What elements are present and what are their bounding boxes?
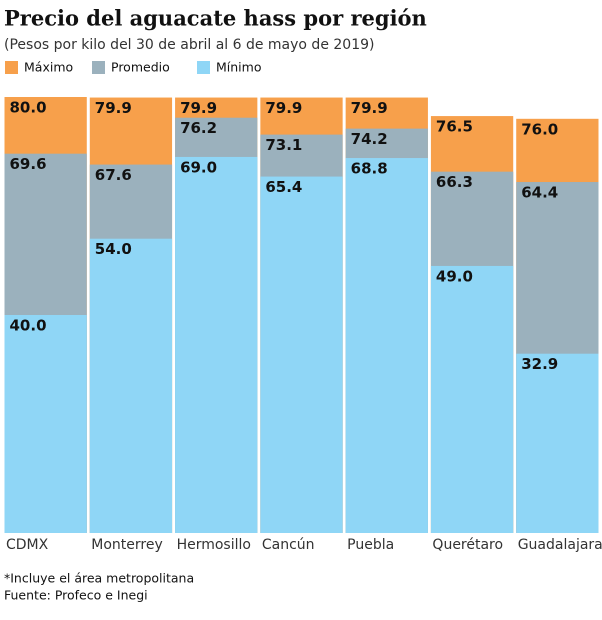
x-tick-label: Hermosillo	[177, 537, 251, 553]
value-label: 79.9	[95, 99, 132, 117]
value-label: 54.0	[95, 240, 132, 258]
bar	[516, 353, 599, 533]
x-tick-label: Monterrey	[91, 537, 162, 553]
bar	[4, 315, 87, 533]
value-label: 66.3	[436, 173, 473, 191]
bar	[345, 158, 428, 534]
bar	[175, 156, 258, 533]
value-label: 73.1	[265, 136, 302, 154]
x-tick-label: Guadalajara	[518, 537, 602, 553]
value-label: 65.4	[265, 178, 302, 196]
value-label: 69.6	[10, 155, 47, 173]
value-label: 79.9	[265, 99, 302, 117]
footnote: *Incluye el área metropolitana	[4, 571, 194, 586]
value-label: 79.9	[351, 99, 388, 117]
legend-label: Promedio	[111, 60, 170, 75]
value-label: 49.0	[436, 267, 473, 285]
legend-swatch	[92, 61, 105, 74]
value-label: 76.0	[521, 120, 558, 138]
value-label: 79.9	[180, 99, 217, 117]
bar	[89, 238, 173, 533]
value-label: 74.2	[351, 130, 388, 148]
legend-swatch	[5, 61, 18, 74]
bar	[260, 176, 343, 533]
value-label: 69.0	[180, 158, 217, 176]
x-tick-label: Puebla	[347, 537, 394, 553]
value-label: 76.2	[180, 119, 217, 137]
x-tick-label: CDMX	[6, 537, 49, 553]
value-label: 64.4	[521, 184, 558, 202]
value-label: 68.8	[351, 160, 388, 178]
source: Fuente: Profeco e Inegi	[4, 588, 148, 603]
chart-subtitle: (Pesos por kilo del 30 de abril al 6 de …	[4, 37, 374, 53]
bar	[430, 265, 514, 533]
value-label: 76.5	[436, 118, 473, 136]
value-label: 32.9	[521, 355, 558, 373]
value-label: 80.0	[10, 99, 47, 117]
value-label: 67.6	[95, 166, 132, 184]
legend-label: Mínimo	[216, 60, 261, 75]
legend-label: Máximo	[24, 60, 73, 75]
x-tick-label: Querétaro	[432, 537, 503, 553]
value-label: 40.0	[10, 317, 47, 335]
legend-swatch	[197, 61, 210, 74]
x-tick-label: Cancún	[262, 537, 315, 553]
chart-title: Precio del aguacate hass por región	[4, 6, 427, 31]
